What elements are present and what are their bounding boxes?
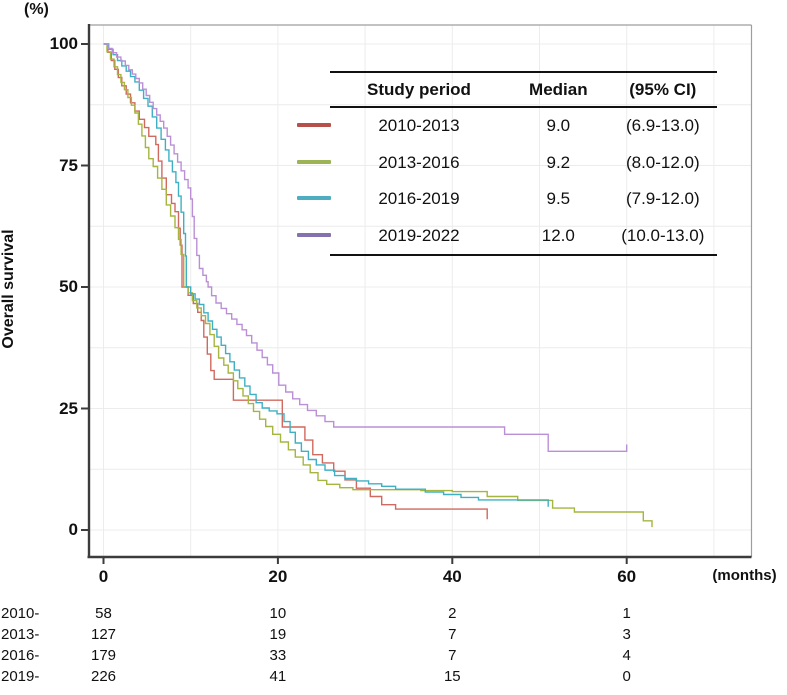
legend-header-ci: (95% CI): [629, 79, 697, 99]
legend-table: Study period Median (95% CI) 2010-2013 9.…: [330, 71, 717, 256]
at-risk-row-label-2019-: 2019-: [1, 667, 40, 685]
at-risk-value: 4: [622, 646, 631, 664]
at-risk-value: 15: [443, 667, 461, 685]
survival-curve-2013-2016: [103, 43, 653, 528]
legend-median: 9.5: [546, 189, 571, 209]
at-risk-row-label-2016-: 2016-: [1, 646, 40, 664]
survival-curve-2016-2019: [103, 43, 549, 507]
legend-period: 2013-2016: [378, 152, 460, 172]
legend-row-2019-2022: 2019-2022 12.0 (10.0-13.0): [330, 218, 717, 255]
y-tick-label-75: 75: [59, 155, 78, 175]
legend-swatch-2019-2022: [297, 232, 331, 237]
y-tick-label-100: 100: [49, 34, 78, 53]
at-risk-value: 58: [95, 604, 112, 622]
y-axis-title: Overall survival: [0, 229, 17, 349]
at-risk-value: 10: [269, 604, 287, 622]
legend-swatch-2016-2019: [297, 196, 331, 200]
x-tick-label-60: 60: [617, 567, 637, 586]
x-tick-label-20: 20: [268, 567, 288, 586]
at-risk-value: 7: [448, 625, 457, 643]
at-risk-value: 41: [269, 667, 287, 685]
y-tick-label-50: 50: [59, 277, 78, 296]
at-risk-row-label-2010-: 2010-: [1, 604, 40, 622]
at-risk-value: 0: [622, 667, 631, 685]
legend-swatch-2010-2013: [297, 123, 331, 127]
legend-row-2013-2016: 2013-2016 9.2 (8.0-12.0): [330, 145, 717, 182]
legend-ci: (10.0-13.0): [621, 225, 705, 245]
at-risk-value: 7: [448, 646, 457, 664]
legend-median: 9.0: [546, 116, 571, 136]
at-risk-value: 3: [622, 625, 631, 643]
y-tick-label-25: 25: [59, 398, 78, 418]
legend-period: 2019-2022: [378, 225, 460, 245]
legend-swatch-2013-2016: [297, 159, 331, 164]
legend-period: 2016-2019: [378, 189, 460, 209]
x-tick-label-40: 40: [442, 567, 462, 586]
at-risk-value: 2: [448, 604, 457, 622]
legend-row-2010-2013: 2010-2013 9.0 (6.9-13.0): [330, 108, 717, 145]
legend-period: 2010-2013: [378, 116, 460, 136]
legend-median: 12.0: [541, 225, 575, 245]
at-risk-row-label-2013-: 2013-: [1, 625, 40, 643]
at-risk-value: 19: [269, 625, 287, 643]
at-risk-value: 226: [90, 667, 117, 685]
legend-ci: (8.0-12.0): [625, 152, 700, 172]
at-risk-value: 127: [90, 625, 117, 643]
legend-header-period: Study period: [367, 79, 471, 99]
legend-ci: (6.9-13.0): [625, 116, 700, 136]
at-risk-value: 33: [269, 646, 287, 664]
legend-body: 2010-2013 9.0 (6.9-13.0) 2013-2016 9.2 (8.0-1…: [330, 108, 717, 254]
survival-curve-2019-2022: [103, 43, 628, 452]
at-risk-value: 1: [622, 604, 631, 622]
legend-ci: (7.9-12.0): [625, 189, 700, 209]
at-risk-value: 179: [90, 646, 117, 664]
y-axis-unit-label: (%): [24, 1, 49, 18]
legend-median: 9.2: [546, 152, 571, 172]
legend-row-2016-2019: 2016-2019 9.5 (7.9-12.0): [330, 181, 717, 218]
legend-header-median: Median: [529, 79, 588, 99]
y-tick-label-0: 0: [68, 520, 78, 539]
x-tick-label-0: 0: [98, 567, 109, 586]
legend-header-row: Study period Median (95% CI): [330, 73, 717, 108]
x-axis-unit-label: (months): [712, 567, 777, 584]
